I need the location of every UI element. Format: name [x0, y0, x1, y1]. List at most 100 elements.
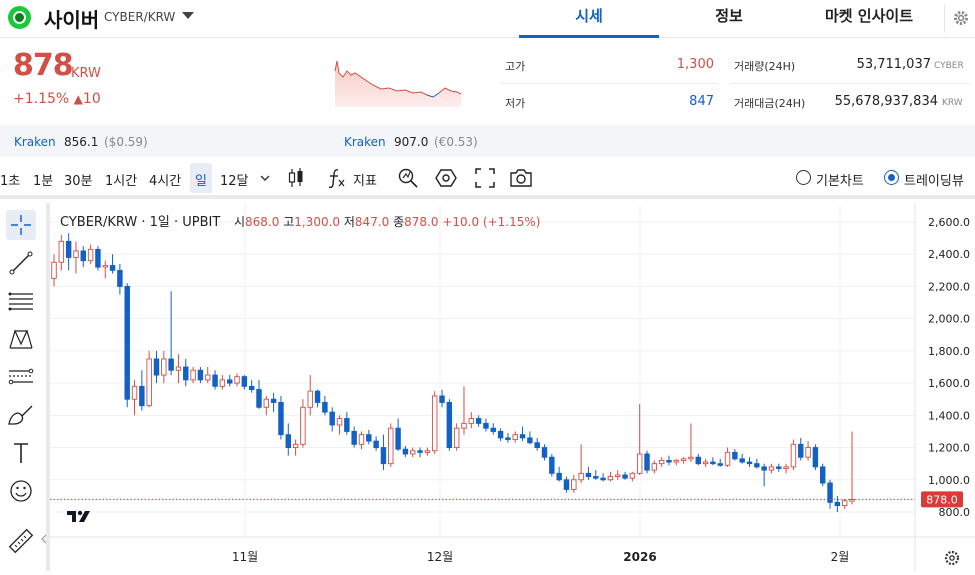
- indicator-button[interactable]: 지표: [353, 174, 377, 189]
- change-amount: 10: [82, 91, 101, 107]
- candle-body: [336, 418, 343, 426]
- candle-body: [724, 451, 731, 466]
- radio-tradingview[interactable]: [884, 170, 899, 185]
- candle-body: [248, 385, 255, 391]
- volume-value: 53,711,037: [856, 57, 931, 72]
- candle-body: [431, 395, 438, 452]
- candle-body: [490, 427, 496, 432]
- alert-icon[interactable]: [397, 167, 419, 189]
- candle-body: [658, 459, 665, 465]
- interval-1s[interactable]: 1초: [0, 174, 21, 189]
- candle-body: [190, 369, 196, 381]
- function-icon[interactable]: [327, 167, 347, 189]
- candle-body: [197, 369, 204, 381]
- volume-unit: CYBER: [934, 61, 964, 71]
- candle-body: [175, 366, 182, 371]
- y-tick-label: 1,400.0: [928, 409, 970, 422]
- interval-1h[interactable]: 1시간: [105, 174, 138, 189]
- candle-body: [168, 358, 174, 371]
- chevron-down-icon[interactable]: [182, 12, 194, 19]
- tab-info[interactable]: 정보: [715, 7, 743, 25]
- legend-open-label: 시: [233, 215, 245, 229]
- emoji-icon[interactable]: [6, 476, 36, 506]
- basic-chart-label[interactable]: 기본차트: [816, 174, 864, 189]
- candle-body: [285, 434, 291, 449]
- candle-body: [768, 466, 775, 471]
- candle-body: [300, 406, 306, 445]
- candle-body: [819, 466, 826, 484]
- candle-body: [754, 463, 760, 468]
- legend-close: 878.0: [404, 215, 439, 229]
- fib-lines-icon[interactable]: [6, 286, 36, 316]
- interval-1d[interactable]: 일: [195, 174, 207, 189]
- candle-body: [505, 437, 511, 440]
- coin-name[interactable]: 사이버: [44, 8, 100, 32]
- current-price: 878: [13, 48, 74, 83]
- candle-body: [322, 401, 328, 413]
- amount-unit: KRW: [942, 98, 963, 108]
- candle-body: [417, 450, 423, 453]
- amount-label: 거래대금(24H): [734, 97, 806, 110]
- candle-body: [439, 395, 445, 403]
- candle-body: [497, 430, 504, 439]
- candlestick-chart[interactable]: 800.0 1,000.0 1,200.0 1,400.0 1,600.0 1,800.0…: [50, 203, 975, 571]
- candle-body: [402, 448, 409, 455]
- pattern-icon[interactable]: [6, 324, 36, 354]
- candle-body: [80, 250, 87, 262]
- candle-body: [146, 358, 152, 407]
- interval-4h[interactable]: 4시간: [149, 174, 182, 189]
- candle-body: [102, 265, 108, 268]
- candle-body: [680, 458, 687, 461]
- crosshair-icon[interactable]: [6, 210, 36, 240]
- kraken-price-bar: Kraken 856.1 ($0.59) Kraken 907.0 (€0.53…: [0, 125, 975, 157]
- candle-body: [51, 261, 57, 279]
- ruler-icon[interactable]: [6, 526, 36, 556]
- candle-body: [358, 434, 365, 445]
- camera-icon[interactable]: [509, 167, 533, 189]
- candle-body: [139, 385, 145, 407]
- chart-settings-gear-icon[interactable]: [943, 549, 961, 567]
- forecast-icon[interactable]: [6, 362, 36, 392]
- candle-body: [695, 456, 701, 465]
- chevron-down-icon[interactable]: [259, 173, 271, 183]
- candle-body: [688, 456, 694, 460]
- y-tick-label: 1,000.0: [928, 474, 970, 487]
- selected-interval-bg: [190, 163, 212, 193]
- candle-body: [131, 385, 138, 400]
- candle-body: [483, 422, 489, 429]
- tradingview-label[interactable]: 트레이딩뷰: [904, 174, 964, 189]
- radio-basic-chart[interactable]: [796, 170, 811, 185]
- candle-body: [373, 440, 379, 449]
- price-chart[interactable]: 800.0 1,000.0 1,200.0 1,400.0 1,600.0 1,800.0…: [50, 203, 975, 571]
- candle-body: [410, 450, 416, 455]
- text-icon[interactable]: [6, 438, 36, 468]
- candle-body: [461, 422, 467, 429]
- y-tick-label: 2,200.0: [928, 280, 970, 293]
- legend-low-label: 저: [343, 215, 355, 229]
- hexagon-settings-icon[interactable]: [435, 167, 457, 189]
- candle-body: [453, 427, 460, 449]
- candle-body: [673, 459, 680, 463]
- fullscreen-icon[interactable]: [474, 167, 496, 189]
- kraken-usd-sub: ($0.59): [104, 135, 148, 149]
- collapse-chevron-icon[interactable]: [40, 533, 48, 545]
- y-tick-label: 2,400.0: [928, 248, 970, 261]
- kraken-usd-name[interactable]: Kraken: [14, 135, 56, 149]
- tab-price[interactable]: 시세: [519, 0, 659, 38]
- candle-body: [219, 379, 226, 387]
- candle-body: [73, 250, 79, 258]
- interval-1m[interactable]: 1분: [33, 174, 54, 189]
- interval-30m[interactable]: 30분: [64, 174, 93, 189]
- trendline-icon[interactable]: [6, 248, 36, 278]
- tab-market-insight[interactable]: 마켓 인사이트: [824, 7, 914, 25]
- candle-body: [278, 401, 284, 436]
- gear-icon[interactable]: [944, 5, 975, 33]
- interval-12mo[interactable]: 12달: [220, 174, 249, 189]
- candle-body: [571, 479, 577, 490]
- candle-type-icon[interactable]: [287, 167, 305, 189]
- high-label: 고가: [505, 60, 526, 73]
- kraken-eur-name[interactable]: Kraken: [344, 135, 386, 149]
- brush-icon[interactable]: [6, 400, 36, 430]
- candle-body: [732, 451, 738, 460]
- coin-pair[interactable]: CYBER/KRW: [104, 10, 176, 24]
